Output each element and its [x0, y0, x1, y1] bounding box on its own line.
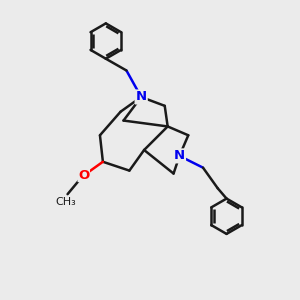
- Text: CH₃: CH₃: [56, 197, 76, 207]
- Text: O: O: [78, 169, 89, 182]
- Text: N: N: [174, 149, 185, 162]
- Text: N: N: [136, 91, 147, 103]
